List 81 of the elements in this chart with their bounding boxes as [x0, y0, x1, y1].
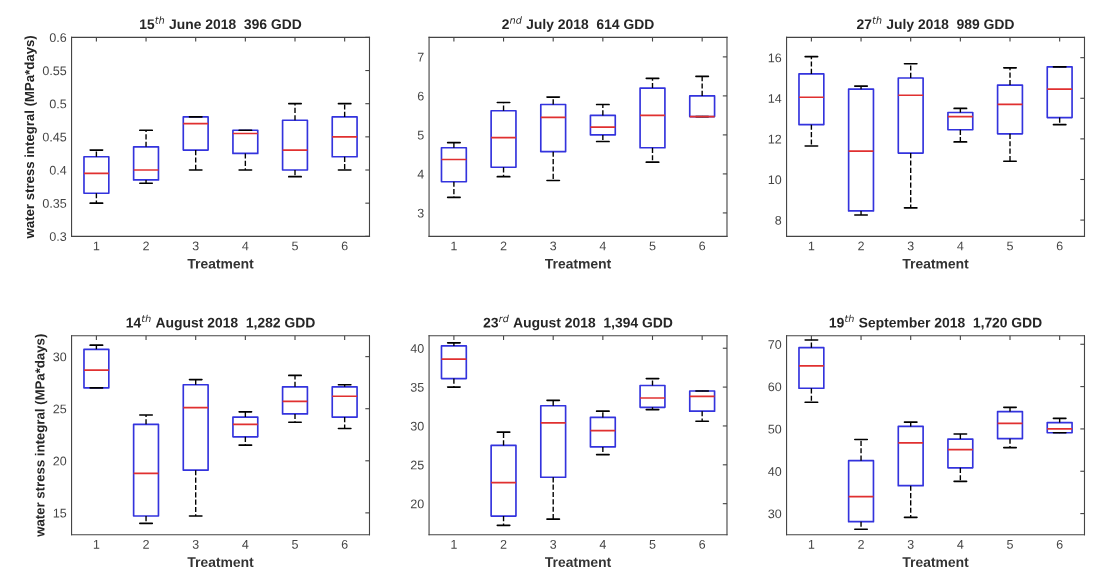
x-tick-label: 3	[550, 241, 557, 251]
y-tick-label: 0.6	[49, 33, 67, 43]
y-tick-label: 6	[417, 91, 424, 101]
x-tick-label: 4	[599, 540, 606, 549]
y-tick-label: 0.45	[42, 132, 67, 142]
x-tick-label: 6	[699, 539, 706, 549]
x-axis-title: Treatment	[902, 557, 969, 568]
x-tick-label: 2	[500, 539, 507, 549]
y-tick-label: 10	[768, 175, 782, 185]
x-tick-label: 3	[907, 539, 914, 549]
x-tick-label: 1	[808, 540, 815, 549]
x-tick-label: 3	[550, 539, 557, 549]
chart-title: 23$^{rd}$ August 2018 1,394 GDD	[483, 314, 673, 331]
x-tick-label: 6	[341, 241, 348, 251]
x-axis-title: Treatment	[187, 557, 254, 568]
y-tick-label: 30	[410, 421, 424, 431]
y-tick-label: 20	[410, 499, 424, 509]
x-tick-label: 1	[93, 241, 100, 251]
chart-title: 19$^{th}$ September 2018 1,720 GDD	[829, 314, 1042, 331]
y-tick-label: 16	[768, 53, 782, 63]
y-tick-label: 0.3	[49, 232, 67, 241]
x-tick-label: 6	[699, 241, 706, 251]
x-tick-label: 1	[451, 540, 457, 549]
y-tick-label: 12	[768, 134, 782, 144]
x-tick-label: 3	[192, 539, 199, 549]
x-tick-label: 2	[858, 241, 864, 251]
x-tick-label: 4	[242, 540, 249, 549]
y-tick-label: 0.5	[49, 99, 67, 109]
x-tick-label: 5	[292, 241, 298, 251]
y-tick-label: 8	[775, 215, 782, 225]
x-tick-label: 2	[143, 539, 149, 549]
chart-title: 27$^{th}$ July 2018 989 GDD	[856, 16, 1014, 32]
y-axis-title: water stress integral (MPa*days)	[34, 334, 48, 537]
x-tick-label: 4	[242, 241, 249, 251]
y-tick-label: 40	[410, 344, 424, 353]
x-tick-label: 6	[1056, 241, 1063, 251]
y-tick-label: 0.55	[42, 66, 67, 76]
x-tick-label: 1	[93, 540, 100, 549]
x-axis-title: Treatment	[544, 258, 612, 269]
chart-title: 15$^{th}$ June 2018 396 GDD	[140, 16, 302, 30]
x-axis-title: Treatment	[902, 258, 969, 269]
x-tick-label: 5	[1007, 540, 1013, 549]
x-tick-label: 6	[341, 539, 348, 549]
x-tick-label: 2	[143, 241, 149, 251]
y-tick-label: 30	[768, 509, 782, 519]
chart-title: 2$^{nd}$ July 2018 614 GDD	[502, 16, 654, 32]
y-tick-label: 25	[53, 404, 67, 414]
y-tick-label: 0.35	[42, 198, 67, 208]
y-tick-label: 70	[768, 340, 782, 349]
y-tick-label: 50	[768, 424, 782, 434]
y-tick-label: 7	[417, 52, 424, 62]
x-tick-label: 5	[649, 241, 656, 251]
y-tick-label: 35	[410, 382, 424, 392]
y-tick-label: 5	[417, 130, 424, 140]
x-tick-label: 3	[907, 241, 914, 251]
y-tick-label: 4	[417, 169, 424, 179]
x-tick-label: 4	[599, 241, 606, 251]
x-tick-label: 2	[858, 539, 864, 549]
x-tick-label: 4	[957, 241, 964, 251]
y-tick-label: 0.4	[49, 165, 67, 175]
x-axis-title: Treatment	[544, 557, 612, 568]
y-tick-label: 30	[53, 352, 67, 362]
chart-title: 14$^{th}$ August 2018 1,282 GDD	[126, 314, 315, 331]
x-tick-label: 5	[649, 540, 656, 549]
x-tick-label: 1	[808, 241, 815, 251]
x-tick-label: 5	[1007, 241, 1013, 251]
y-tick-label: 20	[53, 456, 67, 466]
y-tick-label: 40	[768, 467, 782, 476]
x-tick-label: 3	[192, 241, 199, 251]
y-axis-title: water stress integral (MPa*days)	[24, 35, 37, 239]
x-tick-label: 2	[500, 241, 507, 251]
y-tick-label: 25	[410, 460, 424, 470]
y-tick-label: 15	[53, 508, 67, 518]
y-tick-label: 60	[768, 382, 782, 392]
y-tick-label: 14	[768, 94, 782, 103]
x-tick-label: 4	[957, 540, 964, 549]
x-tick-label: 5	[292, 540, 298, 549]
y-tick-label: 3	[417, 208, 424, 218]
x-tick-label: 6	[1056, 539, 1063, 549]
x-axis-title: Treatment	[187, 258, 254, 269]
x-tick-label: 1	[451, 241, 457, 251]
